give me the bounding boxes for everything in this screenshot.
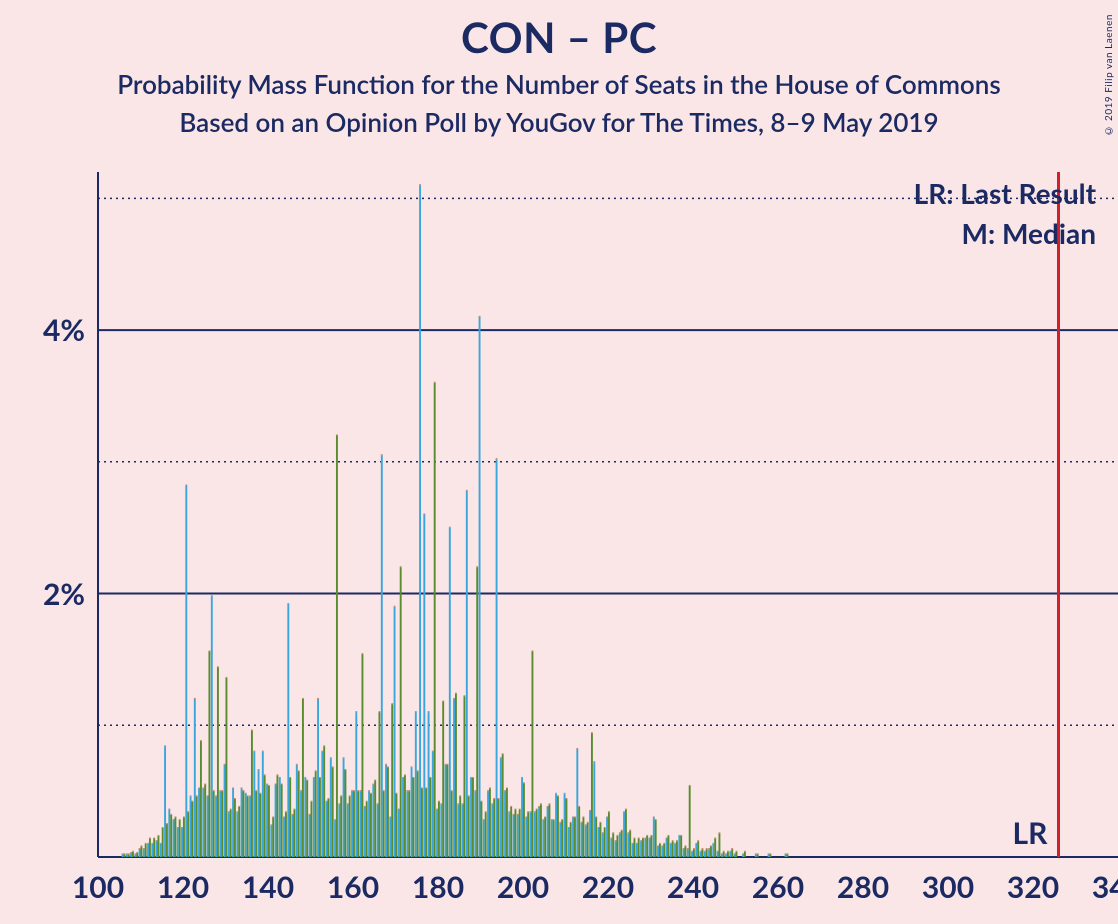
- x-tick-label: 120: [157, 869, 209, 905]
- copyright-text: © 2019 Filip van Laenen: [1103, 14, 1115, 137]
- x-tick-label: 320: [1007, 869, 1059, 905]
- x-tick-label: 280: [837, 869, 889, 905]
- x-tick-label: 160: [327, 869, 379, 905]
- chart-subtitle-2: Based on an Opinion Poll by YouGov for T…: [0, 106, 1118, 138]
- x-tick-label: 340: [1092, 869, 1118, 905]
- legend-median: M: Median: [962, 216, 1096, 250]
- x-tick-label: 300: [922, 869, 974, 905]
- chart-title: CON – PC: [0, 12, 1118, 62]
- legend-last-result: LR: Last Result: [914, 176, 1096, 210]
- x-tick-label: 140: [242, 869, 294, 905]
- y-tick-label: 4%: [43, 312, 85, 348]
- chart-subtitle-1: Probability Mass Function for the Number…: [0, 68, 1118, 100]
- x-tick-label: 220: [582, 869, 634, 905]
- x-tick-label: 240: [667, 869, 719, 905]
- last-result-marker-label: LR: [1013, 815, 1048, 851]
- x-tick-label: 260: [752, 869, 804, 905]
- x-tick-label: 180: [412, 869, 464, 905]
- x-tick-label: 200: [497, 869, 549, 905]
- x-tick-label: 100: [72, 869, 124, 905]
- y-tick-label: 2%: [43, 576, 85, 612]
